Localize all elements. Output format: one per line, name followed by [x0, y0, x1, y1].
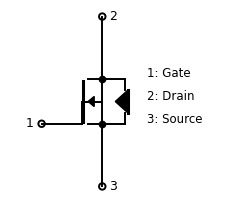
Text: 1: Gate
2: Drain
3: Source: 1: Gate 2: Drain 3: Source [147, 67, 202, 125]
Polygon shape [88, 97, 94, 107]
Text: 3: 3 [109, 179, 117, 192]
Text: 2: 2 [109, 10, 117, 23]
Polygon shape [115, 91, 128, 113]
Text: 1: 1 [26, 117, 34, 130]
